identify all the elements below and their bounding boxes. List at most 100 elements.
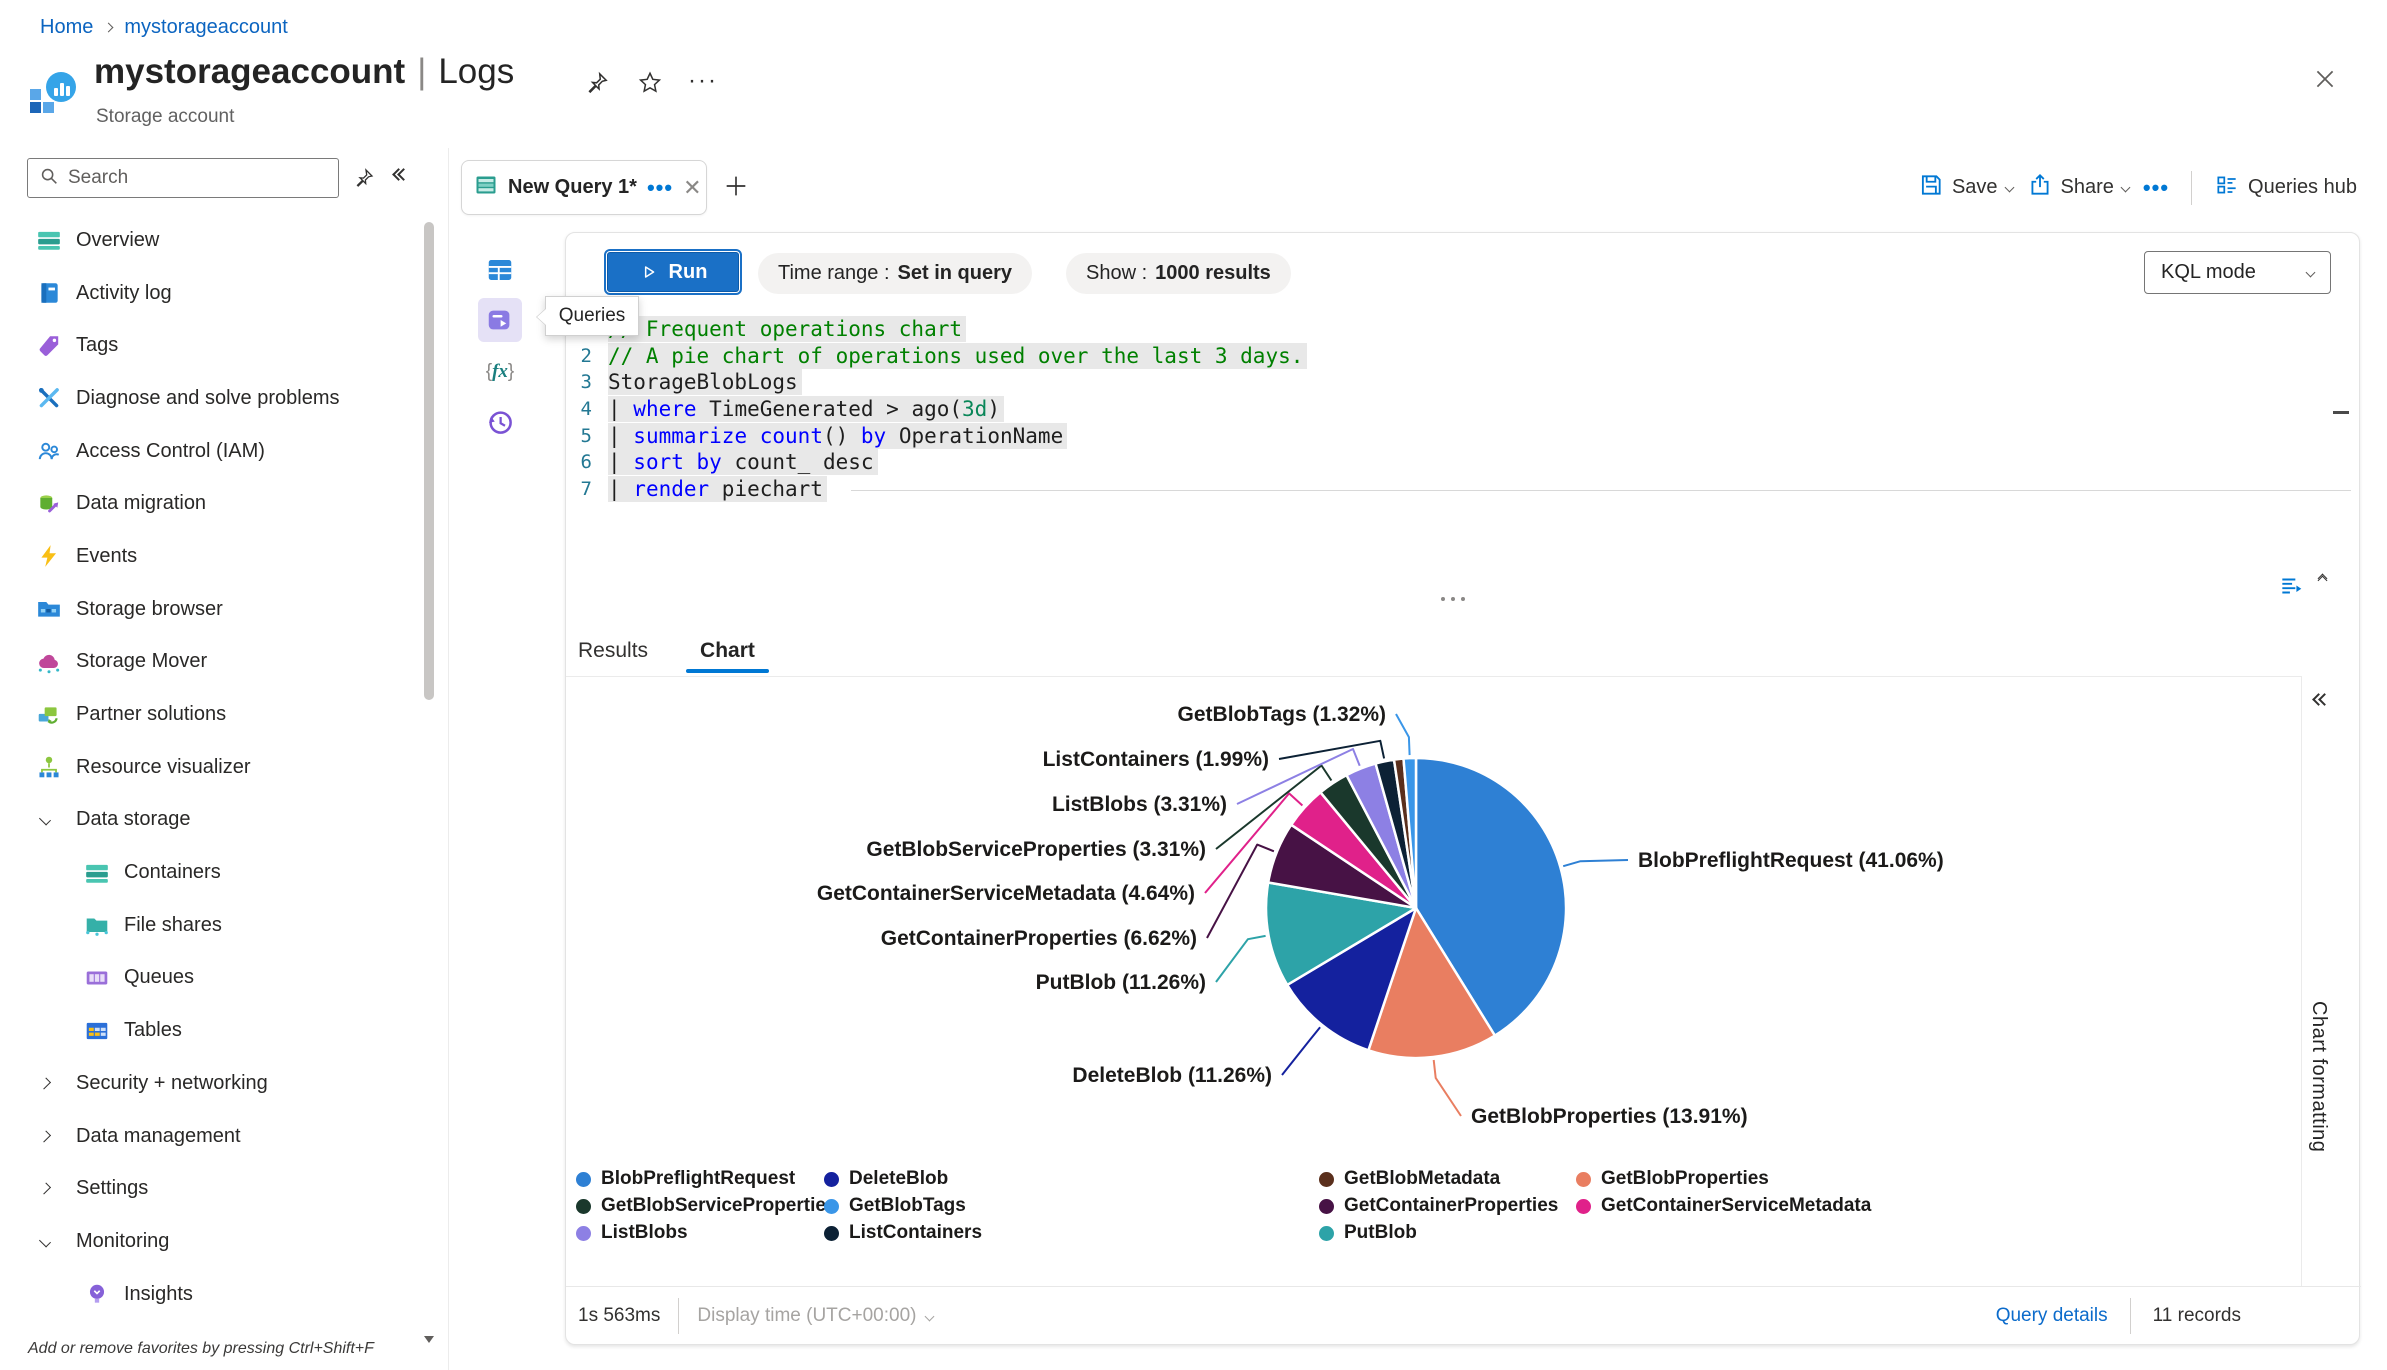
sidebar-item-access-control-iam[interactable]: Access Control (IAM): [0, 425, 420, 478]
pie-chart-area: BlobPreflightRequest (41.06%) GetBlobProp…: [566, 676, 2301, 1266]
save-button[interactable]: Save: [1918, 172, 2014, 204]
share-button[interactable]: Share: [2027, 172, 2131, 204]
code-line-2[interactable]: 2 // A pie chart of operations used over …: [566, 342, 1766, 370]
share-icon: [2027, 172, 2053, 204]
sidebar-item-containers[interactable]: Containers: [0, 846, 420, 899]
pie-chart[interactable]: BlobPreflightRequest (41.06%) GetBlobProp…: [566, 676, 2301, 1266]
chevron-down-icon: [2004, 182, 2014, 193]
sidebar-item-label: Events: [76, 544, 138, 567]
chart-formatting-title[interactable]: Chart formatting: [2308, 1001, 2330, 1153]
sidebar-item-activity-log[interactable]: Activity log: [0, 267, 420, 320]
pie-slice-PutBlob[interactable]: [1264, 881, 1418, 987]
sidebar-search-input[interactable]: Search: [27, 158, 339, 198]
sidebar-item-settings[interactable]: Settings: [0, 1162, 420, 1215]
code-line-1[interactable]: 1// Frequent operations chart: [566, 316, 1766, 343]
editor-selection-rule: [851, 490, 2351, 491]
pie-slice-GetBlobTags[interactable]: [1402, 756, 1418, 910]
expand-chart-panel-icon[interactable]: [2312, 693, 2331, 706]
time-range-value: Set in query: [897, 262, 1013, 284]
functions-pane-button[interactable]: {fx}: [485, 361, 515, 382]
sidebar-item-queues[interactable]: Queues: [0, 952, 420, 1005]
legend-item-PutBlob[interactable]: PutBlob: [1319, 1222, 1417, 1244]
favorites-pin-icon[interactable]: [352, 166, 376, 195]
legend-color-dot: [1319, 1225, 1334, 1241]
sidebar-item-insights[interactable]: Insights: [0, 1268, 420, 1321]
sidebar-item-diagnose-and-solve-problems[interactable]: Diagnose and solve problems: [0, 372, 420, 425]
code-line-4[interactable]: 4 | where TimeGenerated > ago(3d): [566, 396, 1766, 423]
pie-slice-GetBlobProperties[interactable]: [1367, 906, 1497, 1060]
pie-slice-BlobPreflightRequest[interactable]: [1414, 756, 1568, 1037]
sidebar-item-partner-solutions[interactable]: Partner solutions: [0, 688, 420, 741]
pie-slice-DeleteBlob[interactable]: [1285, 906, 1418, 1052]
tables-pane-button[interactable]: [478, 248, 522, 292]
legend-item-GetBlobMetadata[interactable]: GetBlobMetadata: [1319, 1168, 1500, 1190]
pie-label-GetBlobProperties: GetBlobProperties (13.91%): [1471, 1105, 1748, 1128]
resource-type-subtitle: Storage account: [96, 106, 235, 127]
sidebar-item-overview[interactable]: Overview: [0, 214, 420, 267]
pin-icon[interactable]: [580, 66, 614, 100]
more-actions-icon[interactable]: ···: [688, 67, 718, 94]
legend-item-GetBlobTags[interactable]: GetBlobTags: [824, 1195, 966, 1217]
legend-item-GetContainerServiceMetadata[interactable]: GetContainerServiceMetadata: [1576, 1195, 1871, 1217]
code-line-7[interactable]: 7 | render piechart: [566, 475, 1766, 503]
time-range-picker[interactable]: Time range : Set in query: [758, 253, 1033, 294]
query-tab[interactable]: New Query 1* ••• ✕: [461, 160, 707, 215]
favorite-star-icon[interactable]: [633, 66, 667, 100]
display-time-dropdown[interactable]: Display time (UTC+00:00): [697, 1305, 935, 1327]
legend-item-GetBlobServiceProperties[interactable]: GetBlobServiceProperties: [576, 1195, 836, 1217]
legend-item-DeleteBlob[interactable]: DeleteBlob: [824, 1168, 948, 1190]
sidebar-item-data-storage[interactable]: Data storage: [0, 794, 420, 847]
query-details-link[interactable]: Query details: [1995, 1305, 2108, 1326]
code-line-6[interactable]: 6 | sort by count_ desc: [566, 449, 1766, 476]
sidebar-item-security-networking[interactable]: Security + networking: [0, 1057, 420, 1110]
pie-callout-line: [1236, 748, 1361, 805]
legend-item-GetBlobProperties[interactable]: GetBlobProperties: [1576, 1168, 1769, 1190]
sidebar-item-resource-visualizer[interactable]: Resource visualizer: [0, 741, 420, 794]
statusbar-divider: [566, 1286, 2361, 1287]
sidebar-item-tables[interactable]: Tables: [0, 1004, 420, 1057]
tab-results[interactable]: Results: [578, 639, 649, 662]
tab-more-icon[interactable]: •••: [646, 174, 674, 200]
code-line-5[interactable]: 5 | summarize count() by OperationName: [566, 422, 1766, 449]
sidebar-item-file-shares[interactable]: File shares: [0, 899, 420, 952]
sidebar-item-data-migration[interactable]: Data migration: [0, 477, 420, 530]
show-results-limit[interactable]: Show : 1000 results: [1066, 253, 1291, 294]
data-migration-icon: [36, 491, 62, 517]
legend-item-ListBlobs[interactable]: ListBlobs: [576, 1222, 688, 1244]
kql-mode-dropdown[interactable]: KQL mode: [2144, 251, 2331, 294]
show-value: 1000 results: [1155, 262, 1271, 284]
sidebar-scrollbar[interactable]: [424, 222, 434, 700]
sidebar-item-monitoring[interactable]: Monitoring: [0, 1215, 420, 1268]
code-line-3[interactable]: 3 StorageBlobLogs: [566, 369, 1766, 396]
minimize-editor-icon[interactable]: [2333, 411, 2349, 414]
line-number: 7: [580, 477, 592, 500]
sidebar-item-events[interactable]: Events: [0, 530, 420, 583]
tab-chart[interactable]: Chart: [686, 635, 769, 673]
legend-item-BlobPreflightRequest[interactable]: BlobPreflightRequest: [576, 1168, 795, 1190]
format-query-icon[interactable]: [2278, 573, 2304, 604]
sidebar-item-data-management[interactable]: Data management: [0, 1110, 420, 1163]
run-button[interactable]: Run: [604, 249, 742, 295]
pane-splitter-handle[interactable]: [1441, 597, 1465, 601]
collapse-sidebar-icon[interactable]: [392, 168, 410, 181]
legend-item-GetContainerProperties[interactable]: GetContainerProperties: [1319, 1195, 1558, 1217]
events-icon: [36, 543, 62, 569]
sidebar-item-storage-mover[interactable]: Storage Mover: [0, 636, 420, 689]
new-query-tab-icon[interactable]: [722, 172, 750, 205]
breadcrumb-home-link[interactable]: Home: [40, 16, 94, 38]
close-blade-icon[interactable]: [2308, 62, 2342, 96]
more-commands-icon[interactable]: •••: [2142, 174, 2170, 200]
collapse-editor-icon[interactable]: [2317, 573, 2328, 586]
tab-close-icon[interactable]: ✕: [683, 174, 702, 200]
code-text: | summarize count() by OperationName: [608, 422, 1068, 449]
legend-item-ListContainers[interactable]: ListContainers: [824, 1222, 982, 1244]
queries-pane-button[interactable]: [478, 298, 522, 342]
sidebar-item-storage-browser[interactable]: Storage browser: [0, 583, 420, 636]
sidebar-item-tags[interactable]: Tags: [0, 319, 420, 372]
queries-hub-label: Queries hub: [2248, 176, 2357, 198]
scroll-down-arrow-icon[interactable]: [424, 1336, 434, 1343]
queries-hub-button[interactable]: Queries hub: [2214, 172, 2357, 204]
breadcrumb-current-link[interactable]: mystorageaccount: [124, 16, 288, 38]
query-history-button[interactable]: [478, 400, 522, 444]
